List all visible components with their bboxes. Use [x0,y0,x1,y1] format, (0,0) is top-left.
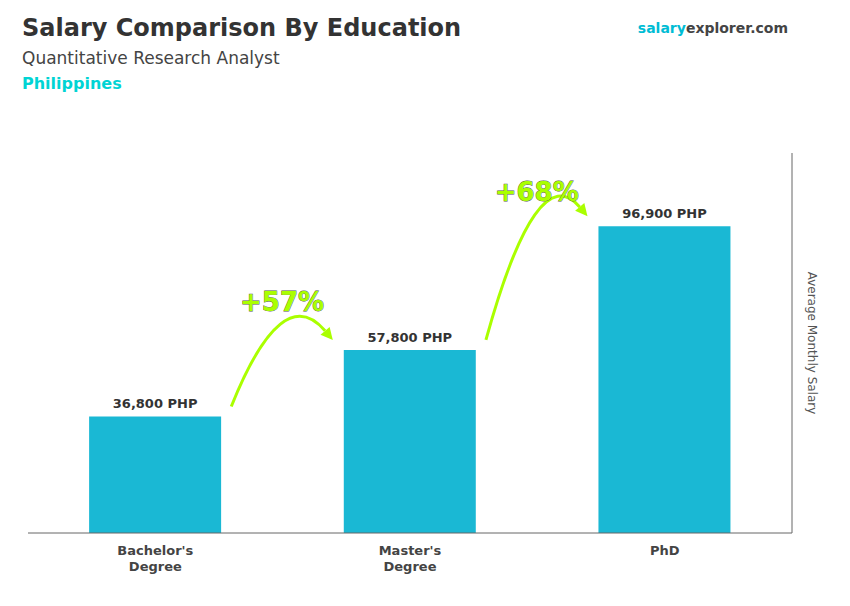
svg-text:Master'sDegree: Master'sDegree [379,543,442,574]
svg-text:57,800 PHP: 57,800 PHP [367,330,452,345]
html-text:Salary Comparison By Education: Salary Comparison By Education [22,14,462,42]
svg-text:Bachelor'sDegree: Bachelor'sDegree [117,543,193,574]
html-text:Philippines: Philippines [22,74,122,93]
svg-text:Average Monthly Salary: Average Monthly Salary [805,272,819,415]
svg-text:+57%: +57% [240,287,324,317]
svg-text:+68%: +68% [495,177,579,207]
html-text:salary explorer.com: salary explorer.com [637,20,788,36]
svg-text:36,800 PHP: 36,800 PHP [113,396,198,411]
svg-text:96,900 PHP: 96,900 PHP [622,206,707,221]
html-text:Quantitative Research Analyst: Quantitative Research Analyst [22,48,280,68]
svg-text:PhD: PhD [650,543,680,558]
